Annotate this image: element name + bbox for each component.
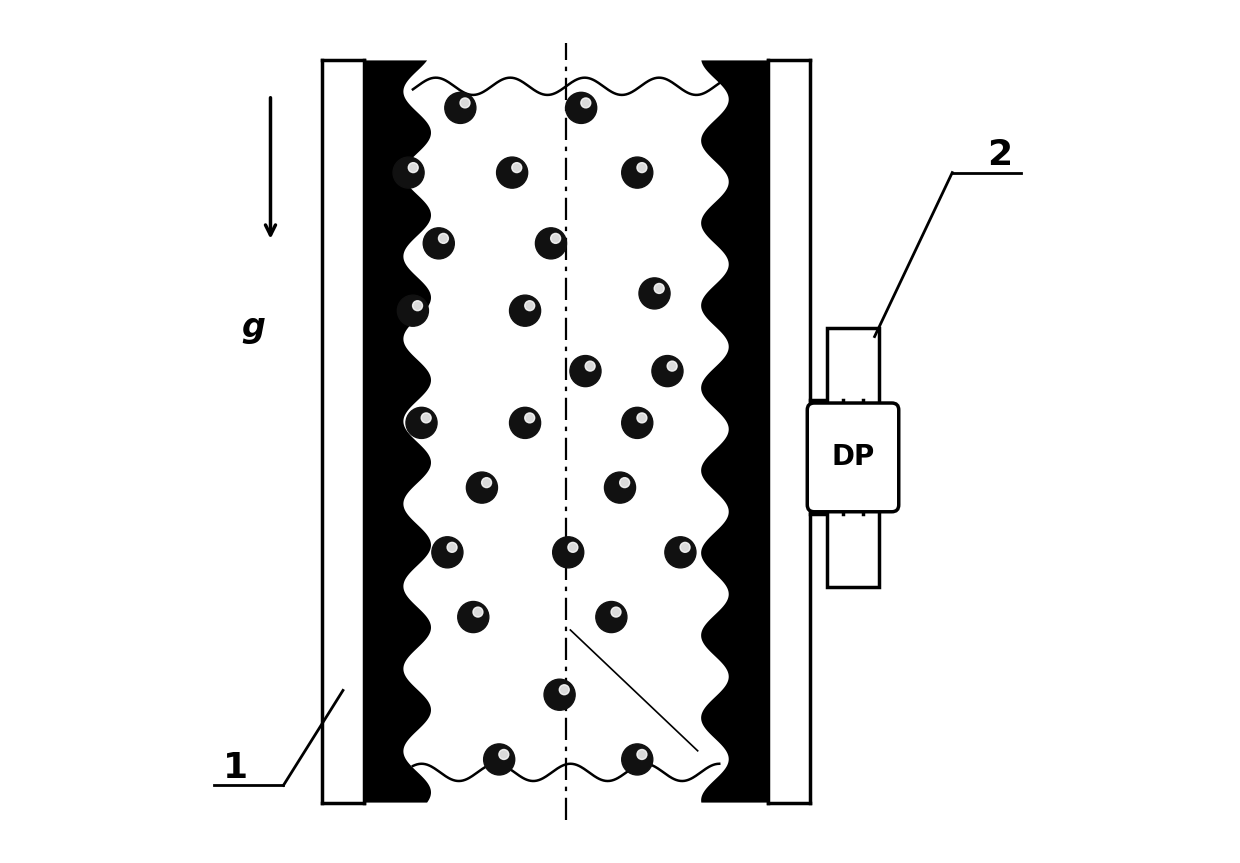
Circle shape: [408, 162, 418, 173]
Circle shape: [393, 157, 424, 188]
Circle shape: [652, 356, 683, 387]
Circle shape: [570, 356, 601, 387]
Text: DP: DP: [831, 444, 874, 471]
Circle shape: [512, 162, 522, 173]
Circle shape: [445, 92, 476, 123]
Circle shape: [639, 278, 670, 309]
Circle shape: [667, 361, 677, 371]
Circle shape: [498, 749, 508, 759]
Circle shape: [496, 157, 528, 188]
Circle shape: [553, 537, 584, 568]
Circle shape: [448, 542, 458, 552]
Circle shape: [536, 228, 567, 259]
Circle shape: [637, 162, 647, 173]
Circle shape: [680, 542, 689, 552]
Circle shape: [510, 407, 541, 438]
Circle shape: [397, 295, 428, 326]
Circle shape: [423, 228, 454, 259]
Text: g: g: [242, 312, 265, 344]
Bar: [322, 60, 363, 803]
Circle shape: [466, 472, 497, 503]
Circle shape: [525, 413, 534, 423]
Circle shape: [405, 407, 436, 438]
Circle shape: [621, 744, 652, 775]
Circle shape: [510, 295, 541, 326]
Circle shape: [585, 361, 595, 371]
Bar: [363, 60, 769, 803]
Circle shape: [565, 92, 596, 123]
Circle shape: [481, 477, 491, 488]
Circle shape: [544, 679, 575, 710]
Circle shape: [559, 684, 569, 695]
Circle shape: [620, 477, 630, 488]
Circle shape: [637, 749, 647, 759]
Circle shape: [568, 542, 578, 552]
Text: 2: 2: [987, 138, 1012, 173]
Circle shape: [422, 413, 432, 423]
Circle shape: [604, 472, 636, 503]
Polygon shape: [363, 60, 432, 803]
Circle shape: [665, 537, 696, 568]
Circle shape: [621, 407, 652, 438]
Circle shape: [596, 602, 627, 633]
Circle shape: [551, 233, 560, 243]
Text: 1: 1: [223, 751, 248, 785]
Polygon shape: [701, 60, 769, 803]
Bar: [769, 60, 810, 803]
Circle shape: [580, 98, 590, 108]
Circle shape: [413, 300, 423, 311]
Circle shape: [637, 413, 647, 423]
FancyBboxPatch shape: [807, 403, 899, 512]
Circle shape: [458, 602, 489, 633]
Circle shape: [472, 607, 482, 617]
Circle shape: [621, 157, 652, 188]
Circle shape: [484, 744, 515, 775]
Circle shape: [439, 233, 449, 243]
Circle shape: [432, 537, 463, 568]
Bar: [827, 328, 879, 587]
Circle shape: [460, 98, 470, 108]
Circle shape: [611, 607, 621, 617]
Circle shape: [655, 283, 665, 293]
Circle shape: [525, 300, 534, 311]
